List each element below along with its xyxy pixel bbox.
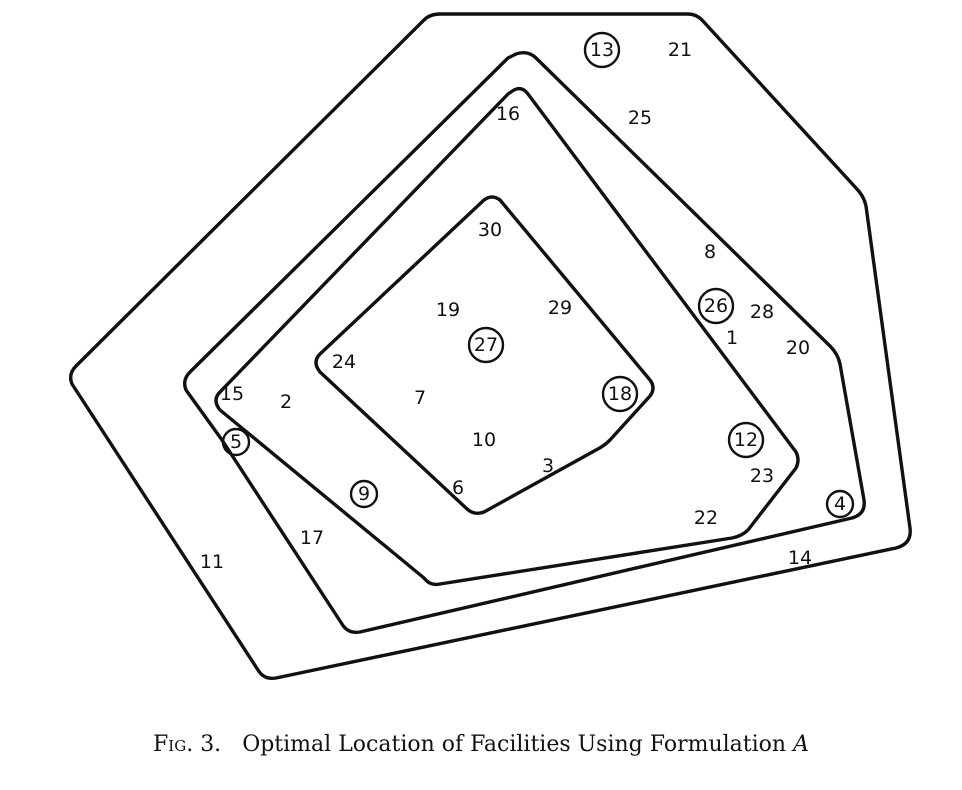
node-label: 10 (472, 429, 496, 451)
node-label: 2 (280, 391, 292, 413)
demand-node: 2 (280, 391, 292, 413)
node-label: 1 (726, 327, 738, 349)
node-label: 22 (694, 507, 718, 529)
facility-node: 26 (697, 287, 735, 325)
caption-text: Optimal Location of Facilities Using For… (242, 732, 787, 757)
node-label: 6 (452, 477, 464, 499)
node-label: 15 (220, 383, 244, 405)
node-label: 14 (788, 547, 812, 569)
demand-node: 6 (452, 477, 464, 499)
demand-node: 30 (478, 219, 502, 241)
facility-ring (727, 421, 765, 459)
node-label: 30 (478, 219, 502, 241)
demand-node: 17 (300, 527, 324, 549)
node-label: 9 (358, 483, 370, 505)
node-label: 28 (750, 301, 774, 323)
demand-node: 8 (704, 241, 716, 263)
node-label: 21 (668, 39, 692, 61)
caption-formulation: A (793, 732, 809, 757)
facility-ring (583, 31, 621, 69)
node-label: 26 (704, 295, 728, 317)
demand-node: 19 (436, 299, 460, 321)
node-label: 8 (704, 241, 716, 263)
facility-ring (221, 427, 251, 457)
facility-ring (467, 326, 505, 364)
contour-third (214, 86, 800, 587)
demand-node: 21 (668, 39, 692, 61)
demand-node: 28 (750, 301, 774, 323)
facility-ring (349, 479, 379, 509)
node-label: 17 (300, 527, 324, 549)
node-label: 7 (414, 387, 426, 409)
facility-node: 18 (601, 375, 639, 413)
caption-figure-number: Fig. 3. (153, 732, 222, 757)
demand-node: 10 (472, 429, 496, 451)
node-label: 24 (332, 351, 356, 373)
node-label: 13 (590, 39, 614, 61)
facility-node: 12 (727, 421, 765, 459)
facility-node: 13 (583, 31, 621, 69)
node-label: 3 (542, 455, 554, 477)
facility-node: 27 (467, 326, 505, 364)
demand-node: 11 (200, 551, 224, 573)
node-label: 16 (496, 103, 520, 125)
node-label: 25 (628, 107, 652, 129)
node-label: 12 (734, 429, 758, 451)
contour-outer (68, 12, 912, 681)
facility-node: 4 (825, 489, 855, 519)
node-label: 4 (834, 493, 846, 515)
demand-node: 1 (726, 327, 738, 349)
node-label: 20 (786, 337, 810, 359)
demand-node: 20 (786, 337, 810, 359)
demand-node: 29 (548, 297, 572, 319)
contour-second (182, 50, 866, 635)
facility-ring (825, 489, 855, 519)
node-label: 29 (548, 297, 572, 319)
demand-node: 3 (542, 455, 554, 477)
node-label: 23 (750, 465, 774, 487)
demand-node: 24 (332, 351, 356, 373)
demand-node: 25 (628, 107, 652, 129)
node-label: 18 (608, 383, 632, 405)
demand-node: 14 (788, 547, 812, 569)
node-label: 19 (436, 299, 460, 321)
contour-inner (314, 195, 655, 516)
node-label: 11 (200, 551, 224, 573)
node-label: 5 (230, 431, 242, 453)
demand-node: 22 (694, 507, 718, 529)
facility-ring (697, 287, 735, 325)
facility-ring (601, 375, 639, 413)
demand-node: 23 (750, 465, 774, 487)
facility-node: 9 (349, 479, 379, 509)
demand-node: 16 (496, 103, 520, 125)
demand-node: 7 (414, 387, 426, 409)
demand-node: 15 (220, 383, 244, 405)
figure-caption: Fig. 3. Optimal Location of Facilities U… (0, 732, 962, 757)
facility-node: 5 (221, 427, 251, 457)
node-label: 27 (474, 334, 498, 356)
